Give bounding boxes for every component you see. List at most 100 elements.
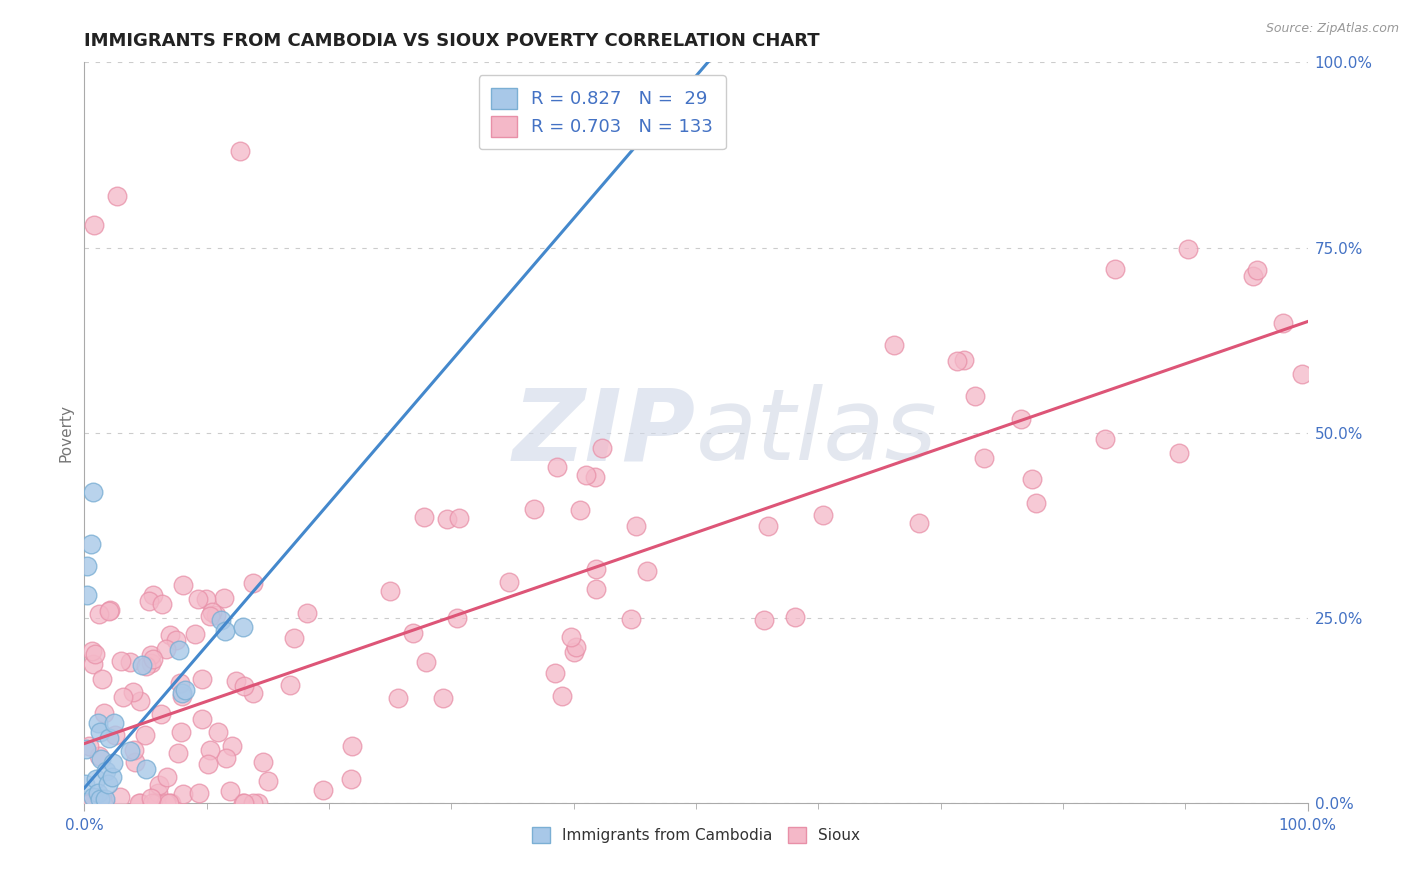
Point [436,512,458,526]
Point [172,577,194,591]
Point [121,685,143,699]
Point [218,784,240,798]
Text: ZIP: ZIP [513,384,696,481]
Point [636,564,658,578]
Point [754,613,776,627]
Point [1291,367,1313,381]
Point [187,786,209,800]
Point [87,748,110,763]
Point [209,613,232,627]
Point [82,790,104,805]
Point [575,468,598,483]
Point [129,694,152,708]
Point [953,353,976,368]
Point [242,686,264,700]
Point [1271,316,1294,330]
Point [155,796,177,810]
Point [1177,242,1199,256]
Point [756,519,779,533]
Point [402,626,425,640]
Point [148,778,170,792]
Point [446,611,468,625]
Point [173,682,195,697]
Point [170,690,193,704]
Point [83,647,105,661]
Point [172,787,194,801]
Point [945,354,967,368]
Point [278,677,301,691]
Point [134,728,156,742]
Point [583,469,606,483]
Point [80,536,103,550]
Point [544,666,567,681]
Point [141,796,163,810]
Point [908,516,931,530]
Point [89,724,111,739]
Point [1021,472,1043,486]
Point [87,715,110,730]
Point [201,605,224,619]
Point [207,725,229,739]
Point [76,558,98,573]
Point [565,640,588,654]
Point [157,796,180,810]
Point [551,689,574,703]
Point [1168,445,1191,459]
Point [562,645,585,659]
Point [128,796,150,810]
Point [84,772,107,786]
Point [624,519,647,533]
Point [1025,496,1047,510]
Point [97,777,120,791]
Point [111,690,134,705]
Point [195,592,218,607]
Point [105,188,128,202]
Point [256,774,278,789]
Point [138,594,160,608]
Point [75,741,97,756]
Point [141,648,163,663]
Point [77,739,100,754]
Point [197,757,219,772]
Point [498,575,520,590]
Point [101,770,124,784]
Point [340,772,363,787]
Point [150,706,173,721]
Point [449,511,471,525]
Point [152,597,174,611]
Point [184,626,207,640]
Point [94,791,117,805]
Point [91,673,114,687]
Point [585,561,607,575]
Point [87,786,110,800]
Point [620,612,643,626]
Text: atlas: atlas [696,384,938,481]
Point [75,777,97,791]
Point [160,796,183,810]
Point [811,508,834,522]
Point [172,686,194,700]
Point [165,633,187,648]
Point [212,591,235,606]
Point [103,715,125,730]
Point [214,624,236,638]
Point [142,588,165,602]
Point [215,751,238,765]
Point [1010,412,1032,426]
Point [205,607,228,622]
Point [221,739,243,753]
Point [198,743,221,757]
Point [96,764,118,778]
Point [131,658,153,673]
Point [242,796,264,810]
Point [225,673,247,688]
Point [82,657,104,671]
Point [110,654,132,668]
Point [232,620,254,634]
Point [229,145,252,159]
Point [233,796,256,810]
Point [312,783,335,797]
Point [155,642,177,657]
Point [97,731,120,745]
Point [973,450,995,465]
